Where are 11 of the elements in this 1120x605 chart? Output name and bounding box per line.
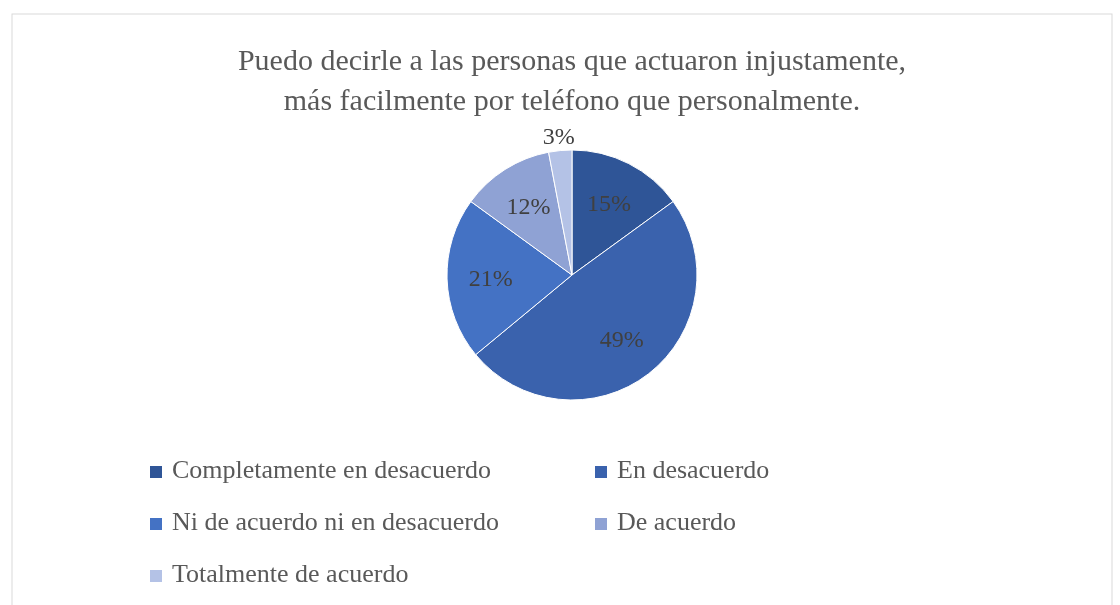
legend-label: Completamente en desacuerdo xyxy=(172,455,492,484)
legend-label: Ni de acuerdo ni en desacuerdo xyxy=(172,507,500,536)
data-label: 15% xyxy=(586,189,631,216)
data-label: 21% xyxy=(468,264,513,291)
data-label: 3% xyxy=(542,122,575,149)
legend-label: De acuerdo xyxy=(617,507,737,536)
data-label: 49% xyxy=(599,326,644,353)
legend-label: Totalmente de acuerdo xyxy=(172,559,409,588)
legend-label: En desacuerdo xyxy=(617,455,770,484)
data-label: 12% xyxy=(506,193,551,220)
chart-title: Puedo decirle a las personas que actuaron injustamente, más facilmente por teléfono que personalmente. xyxy=(237,43,907,116)
